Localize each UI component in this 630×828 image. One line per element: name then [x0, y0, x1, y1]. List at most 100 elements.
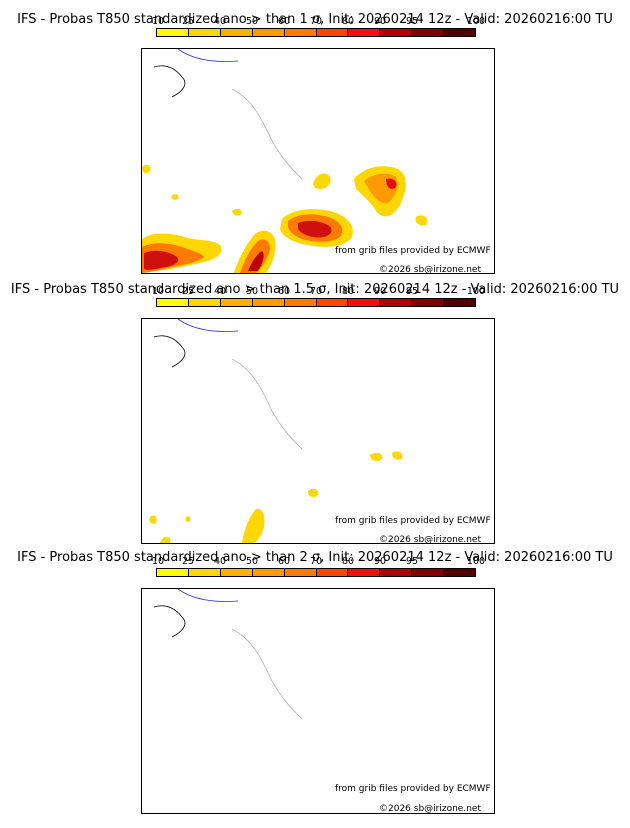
map-area: [141, 318, 495, 544]
prob-area: [240, 239, 270, 273]
probability-fields: [142, 164, 428, 273]
colorbar-tick-label: 100: [466, 556, 486, 567]
colorbar-tick-label: 25: [181, 286, 195, 297]
panel-title: IFS - Probas T850 standardized ano > tha…: [10, 282, 620, 297]
colorbar-segment: [252, 569, 285, 576]
colorbar-tick-label: 10: [151, 286, 165, 297]
prob-area: [308, 488, 319, 498]
colorbar-tick-label: 95: [405, 16, 419, 27]
colorbar-tick-label: 100: [466, 16, 486, 27]
base-map: [153, 589, 303, 720]
colorbar-tick-label: 70: [309, 286, 323, 297]
colorbar-tick-label: 95: [405, 286, 419, 297]
prob-area: [185, 516, 191, 522]
river: [177, 49, 239, 62]
colorbar: [156, 298, 476, 307]
region-border: [231, 88, 303, 180]
colorbar-tick-label: 80: [341, 16, 355, 27]
colorbar-segment: [188, 29, 221, 36]
coastline: [153, 335, 186, 368]
copyright-credit: ©2026 sb@irizone.net: [379, 804, 481, 814]
source-credit: from grib files provided by ECMWF: [335, 784, 491, 794]
colorbar-segment: [348, 299, 381, 306]
colorbar-tick-label: 70: [309, 556, 323, 567]
colorbar-tick-label: 60: [277, 556, 291, 567]
map-area: [141, 588, 495, 814]
probability-fields: [149, 451, 403, 543]
copyright-credit: ©2026 sb@irizone.net: [379, 535, 481, 545]
colorbar-segment: [284, 29, 317, 36]
colorbar-segment: [316, 299, 349, 306]
colorbar-segment: [252, 29, 285, 36]
prob-area: [248, 251, 264, 271]
colorbar-tick-label: 100: [466, 286, 486, 297]
colorbar-ticks: 10 25 40 50 60 70 80 90 95 100: [152, 556, 485, 568]
map-area: [141, 48, 495, 274]
colorbar-tick-label: 80: [341, 286, 355, 297]
colorbar-tick-label: 95: [405, 556, 419, 567]
prob-area: [313, 173, 331, 189]
colorbar-segment: [157, 569, 189, 576]
colorbar-segment: [157, 29, 189, 36]
colorbar-segment: [412, 569, 445, 576]
colorbar-tick-label: 10: [151, 16, 165, 27]
map-panel-2: IFS - Probas T850 standardized ano > tha…: [0, 270, 630, 546]
colorbar-tick-label: 25: [181, 16, 195, 27]
colorbar-tick-label: 40: [213, 16, 227, 27]
colorbar-tick-label: 50: [245, 556, 259, 567]
river: [177, 589, 239, 602]
colorbar-tick-label: 25: [181, 556, 195, 567]
colorbar-segment: [220, 569, 253, 576]
colorbar-segment: [220, 29, 253, 36]
colorbar-segment: [316, 29, 349, 36]
colorbar-segment: [412, 299, 445, 306]
colorbar-segment: [380, 29, 413, 36]
colorbar-segment: [348, 29, 381, 36]
map-panel-3: IFS - Probas T850 standardized ano > tha…: [0, 540, 630, 816]
probability-map: [142, 49, 428, 273]
prob-area: [232, 208, 242, 216]
prob-area: [386, 178, 397, 189]
river: [177, 319, 239, 332]
colorbar-segment: [316, 569, 349, 576]
colorbar-tick-label: 40: [213, 286, 227, 297]
colorbar-segment: [444, 299, 476, 306]
prob-area: [171, 194, 179, 200]
colorbar: [156, 28, 476, 37]
colorbar-tick-label: 90: [373, 286, 387, 297]
colorbar-tick-label: 90: [373, 16, 387, 27]
colorbar-tick-label: 40: [213, 556, 227, 567]
colorbar-tick-label: 70: [309, 16, 323, 27]
prob-area: [149, 515, 157, 524]
colorbar-segment: [284, 299, 317, 306]
colorbar-segment: [284, 569, 317, 576]
panel-title: IFS - Probas T850 standardized ano > tha…: [17, 550, 613, 565]
coastline: [153, 605, 186, 638]
colorbar-segment: [444, 569, 476, 576]
colorbar-tick-label: 50: [245, 286, 259, 297]
colorbar-segment: [157, 299, 189, 306]
base-map: [153, 49, 303, 180]
source-credit: from grib files provided by ECMWF: [335, 516, 491, 526]
source-credit: from grib files provided by ECMWF: [335, 246, 491, 256]
colorbar-segment: [380, 299, 413, 306]
base-map: [153, 319, 303, 450]
probability-map: [153, 589, 303, 720]
colorbar-ticks: 10 25 40 50 60 70 80 90 95 100: [152, 286, 485, 298]
prob-area: [370, 452, 383, 462]
colorbar-segment: [252, 299, 285, 306]
copyright-credit: ©2026 sb@irizone.net: [379, 265, 481, 275]
colorbar-segment: [220, 299, 253, 306]
coastline: [153, 65, 186, 98]
colorbar-segment: [380, 569, 413, 576]
region-border: [231, 358, 303, 450]
prob-area: [392, 451, 403, 460]
colorbar: [156, 568, 476, 577]
colorbar-segment: [348, 569, 381, 576]
map-panel-1: IFS - Probas T850 standardized ano > tha…: [0, 0, 630, 276]
colorbar-segment: [188, 569, 221, 576]
region-border: [231, 628, 303, 720]
prob-area: [144, 250, 179, 270]
colorbar-ticks: 10 25 40 50 60 70 80 90 95 100: [152, 16, 485, 28]
prob-area: [415, 215, 428, 226]
